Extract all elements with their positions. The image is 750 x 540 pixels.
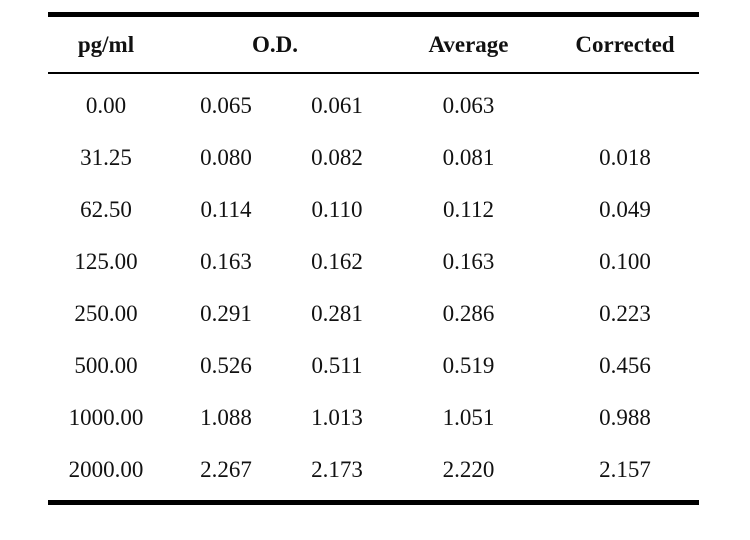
table-header-row: pg/ml O.D. Average Corrected bbox=[48, 17, 699, 72]
cell-od-1: 0.080 bbox=[200, 145, 252, 170]
cell-od-2: 0.511 bbox=[311, 353, 363, 378]
cell-od-2: 1.013 bbox=[311, 405, 363, 430]
table-row: 500.00 0.526 0.511 0.519 0.456 bbox=[48, 340, 699, 392]
table-row: 62.50 0.114 0.110 0.112 0.049 bbox=[48, 184, 699, 236]
table-top-rule bbox=[48, 12, 699, 17]
cell-od-2: 0.082 bbox=[311, 145, 363, 170]
cell-corrected: 0.988 bbox=[599, 405, 651, 430]
table-row: 1000.00 1.088 1.013 1.051 0.988 bbox=[48, 392, 699, 444]
standard-curve-table: pg/ml O.D. Average Corrected 0.00 0.065 … bbox=[48, 12, 699, 505]
cell-corrected: 0.049 bbox=[599, 197, 651, 222]
cell-od-1: 0.065 bbox=[200, 93, 252, 118]
cell-concentration: 31.25 bbox=[80, 145, 132, 170]
cell-od-1: 0.163 bbox=[200, 249, 252, 274]
table-row: 250.00 0.291 0.281 0.286 0.223 bbox=[48, 288, 699, 340]
cell-od-1: 0.114 bbox=[200, 197, 252, 222]
header-od: O.D. bbox=[252, 31, 298, 57]
cell-average: 0.286 bbox=[442, 301, 495, 326]
table-row: 125.00 0.163 0.162 0.163 0.100 bbox=[48, 236, 699, 288]
cell-average: 2.220 bbox=[442, 457, 495, 482]
header-average: Average bbox=[428, 31, 509, 57]
cell-concentration: 62.50 bbox=[80, 197, 132, 222]
cell-od-1: 1.088 bbox=[200, 405, 252, 430]
table-body: 0.00 0.065 0.061 0.063 31.25 0.080 0.082… bbox=[48, 74, 699, 500]
table-row: 31.25 0.080 0.082 0.081 0.018 bbox=[48, 132, 699, 184]
cell-od-1: 2.267 bbox=[200, 457, 252, 482]
table-row: 0.00 0.065 0.061 0.063 bbox=[48, 80, 699, 132]
cell-concentration: 2000.00 bbox=[68, 457, 144, 482]
cell-corrected: 2.157 bbox=[599, 457, 651, 482]
cell-corrected: 0.456 bbox=[599, 353, 651, 378]
cell-od-2: 0.162 bbox=[311, 249, 363, 274]
cell-od-2: 0.110 bbox=[311, 197, 363, 222]
cell-average: 0.519 bbox=[442, 353, 495, 378]
cell-od-2: 0.281 bbox=[311, 301, 363, 326]
cell-average: 0.081 bbox=[442, 145, 495, 170]
header-concentration: pg/ml bbox=[77, 31, 135, 57]
cell-corrected: 0.100 bbox=[599, 249, 651, 274]
table-header-rule bbox=[48, 72, 699, 74]
cell-concentration: 125.00 bbox=[74, 249, 138, 274]
cell-od-1: 0.291 bbox=[200, 301, 252, 326]
table-row: 2000.00 2.267 2.173 2.220 2.157 bbox=[48, 444, 699, 496]
cell-average: 1.051 bbox=[442, 405, 495, 430]
cell-od-2: 2.173 bbox=[311, 457, 363, 482]
header-corrected: Corrected bbox=[575, 31, 675, 57]
cell-average: 0.063 bbox=[442, 93, 495, 118]
cell-concentration: 250.00 bbox=[74, 301, 138, 326]
cell-od-2: 0.061 bbox=[311, 93, 363, 118]
cell-average: 0.163 bbox=[442, 249, 495, 274]
table-bottom-rule bbox=[48, 500, 699, 505]
cell-average: 0.112 bbox=[443, 197, 494, 222]
cell-od-1: 0.526 bbox=[200, 353, 252, 378]
cell-corrected: 0.223 bbox=[599, 301, 651, 326]
cell-corrected: 0.018 bbox=[599, 145, 651, 170]
cell-concentration: 500.00 bbox=[74, 353, 138, 378]
cell-concentration: 1000.00 bbox=[68, 405, 144, 430]
cell-concentration: 0.00 bbox=[85, 93, 127, 118]
